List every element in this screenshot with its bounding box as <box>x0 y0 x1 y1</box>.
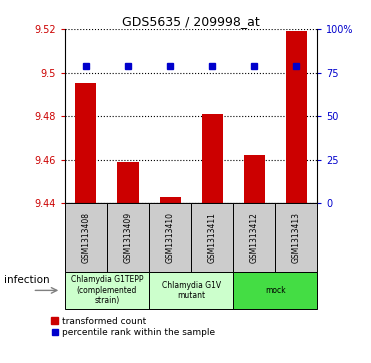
Bar <box>191 203 233 272</box>
Text: Chlamydia G1TEPP
(complemented
strain): Chlamydia G1TEPP (complemented strain) <box>71 276 143 305</box>
Bar <box>118 162 138 203</box>
Bar <box>160 197 181 203</box>
Bar <box>65 203 107 272</box>
Bar <box>244 155 265 203</box>
Bar <box>201 114 223 203</box>
Bar <box>75 83 96 203</box>
Text: mock: mock <box>265 286 285 295</box>
Bar <box>233 272 317 309</box>
Text: GSM1313408: GSM1313408 <box>82 212 91 263</box>
Text: GSM1313412: GSM1313412 <box>250 212 259 263</box>
Legend: transformed count, percentile rank within the sample: transformed count, percentile rank withi… <box>51 317 215 337</box>
Text: GSM1313413: GSM1313413 <box>292 212 301 263</box>
Bar <box>275 203 317 272</box>
Bar <box>107 203 149 272</box>
Text: GSM1313410: GSM1313410 <box>165 212 174 263</box>
Text: Chlamydia G1V
mutant: Chlamydia G1V mutant <box>161 281 221 300</box>
Bar <box>233 203 275 272</box>
Bar <box>65 272 149 309</box>
Bar <box>149 203 191 272</box>
Text: GSM1313411: GSM1313411 <box>208 212 217 263</box>
Title: GDS5635 / 209998_at: GDS5635 / 209998_at <box>122 15 260 28</box>
Bar <box>149 272 233 309</box>
Text: infection: infection <box>4 274 49 285</box>
Bar <box>286 31 307 203</box>
Text: GSM1313409: GSM1313409 <box>124 212 132 263</box>
